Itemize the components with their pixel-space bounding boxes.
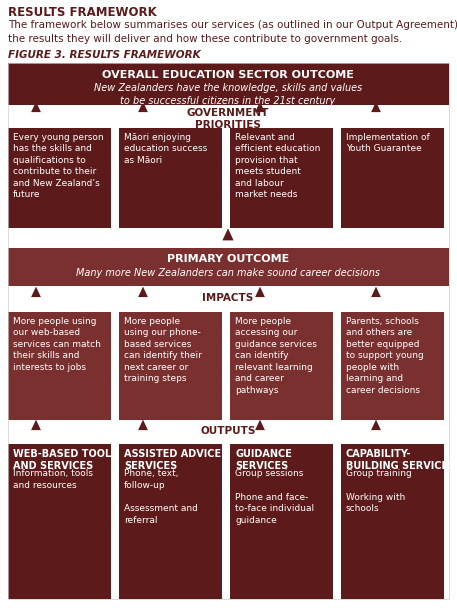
- Bar: [341, 128, 444, 228]
- Polygon shape: [31, 286, 41, 297]
- Text: RESULTS FRAMEWORK: RESULTS FRAMEWORK: [8, 6, 157, 19]
- Text: IMPACTS: IMPACTS: [202, 293, 254, 303]
- Text: Implementation of
Youth Guarantee: Implementation of Youth Guarantee: [346, 133, 430, 153]
- Bar: [8, 444, 111, 599]
- Text: GOVERNMENT
PRIORITIES: GOVERNMENT PRIORITIES: [187, 108, 269, 130]
- Text: PRIMARY OUTCOME: PRIMARY OUTCOME: [167, 254, 289, 264]
- Bar: [230, 312, 333, 420]
- Bar: [8, 128, 111, 228]
- Text: Group sessions

Phone and face-
to-face individual
guidance: Group sessions Phone and face- to-face i…: [235, 469, 314, 525]
- Text: More people using
our web-based
services can match
their skills and
interests to: More people using our web-based services…: [13, 317, 101, 372]
- Bar: [8, 248, 449, 286]
- Polygon shape: [31, 420, 41, 430]
- Text: OVERALL EDUCATION SECTOR OUTCOME: OVERALL EDUCATION SECTOR OUTCOME: [102, 70, 354, 80]
- Polygon shape: [255, 102, 265, 112]
- Polygon shape: [223, 229, 234, 240]
- Bar: [8, 63, 449, 105]
- Bar: [119, 128, 222, 228]
- Text: Group training

Working with
schools: Group training Working with schools: [346, 469, 412, 513]
- Text: OUTPUTS: OUTPUTS: [200, 426, 255, 436]
- Text: Parents, schools
and others are
better equipped
to support young
people with
lea: Parents, schools and others are better e…: [346, 317, 424, 395]
- Text: New Zealanders have the knowledge, skills and values
to be successful citizens i: New Zealanders have the knowledge, skill…: [94, 83, 362, 106]
- Text: Relevant and
efficient education
provision that
meets student
and labour
market : Relevant and efficient education provisi…: [235, 133, 320, 199]
- Text: GUIDANCE
SERVICES: GUIDANCE SERVICES: [235, 449, 292, 471]
- Polygon shape: [255, 286, 265, 297]
- Polygon shape: [255, 420, 265, 430]
- Text: FIGURE 3. RESULTS FRAMEWORK: FIGURE 3. RESULTS FRAMEWORK: [8, 50, 201, 60]
- Bar: [8, 63, 449, 599]
- Text: More people
using our phone-
based services
can identify their
next career or
tr: More people using our phone- based servi…: [124, 317, 202, 383]
- Polygon shape: [371, 420, 381, 430]
- Polygon shape: [138, 102, 148, 112]
- Polygon shape: [138, 286, 148, 297]
- Bar: [230, 128, 333, 228]
- Polygon shape: [371, 286, 381, 297]
- Text: Information, tools
and resources: Information, tools and resources: [13, 469, 93, 490]
- Bar: [8, 312, 111, 420]
- Bar: [119, 444, 222, 599]
- Text: CAPABILITY-
BUILDING SERVICES: CAPABILITY- BUILDING SERVICES: [346, 449, 455, 471]
- Bar: [230, 444, 333, 599]
- Text: WEB-BASED TOOLS
AND SERVICES: WEB-BASED TOOLS AND SERVICES: [13, 449, 118, 471]
- Text: ASSISTED ADVICE
SERVICES: ASSISTED ADVICE SERVICES: [124, 449, 221, 471]
- Text: Many more New Zealanders can make sound career decisions: Many more New Zealanders can make sound …: [76, 268, 380, 278]
- Text: More people
accessing our
guidance services
can identify
relevant learning
and c: More people accessing our guidance servi…: [235, 317, 317, 395]
- Text: Phone, text,
follow-up

Assessment and
referral: Phone, text, follow-up Assessment and re…: [124, 469, 198, 525]
- Polygon shape: [31, 102, 41, 112]
- Bar: [119, 312, 222, 420]
- Polygon shape: [371, 102, 381, 112]
- Bar: [341, 444, 444, 599]
- Text: Māori enjoying
education success
as Māori: Māori enjoying education success as Māor…: [124, 133, 207, 165]
- Bar: [341, 312, 444, 420]
- Polygon shape: [138, 420, 148, 430]
- Text: The framework below summarises our services (as outlined in our Output Agreement: The framework below summarises our servi…: [8, 20, 457, 44]
- Text: Every young person
has the skills and
qualifications to
contribute to their
and : Every young person has the skills and qu…: [13, 133, 104, 199]
